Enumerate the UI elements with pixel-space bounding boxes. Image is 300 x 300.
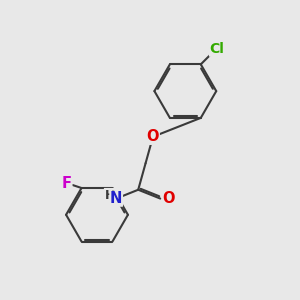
Text: H: H <box>104 188 115 202</box>
Text: O: O <box>147 129 159 144</box>
Text: Cl: Cl <box>209 42 224 56</box>
Text: N: N <box>110 191 122 206</box>
Text: O: O <box>162 191 175 206</box>
Text: F: F <box>62 176 72 191</box>
